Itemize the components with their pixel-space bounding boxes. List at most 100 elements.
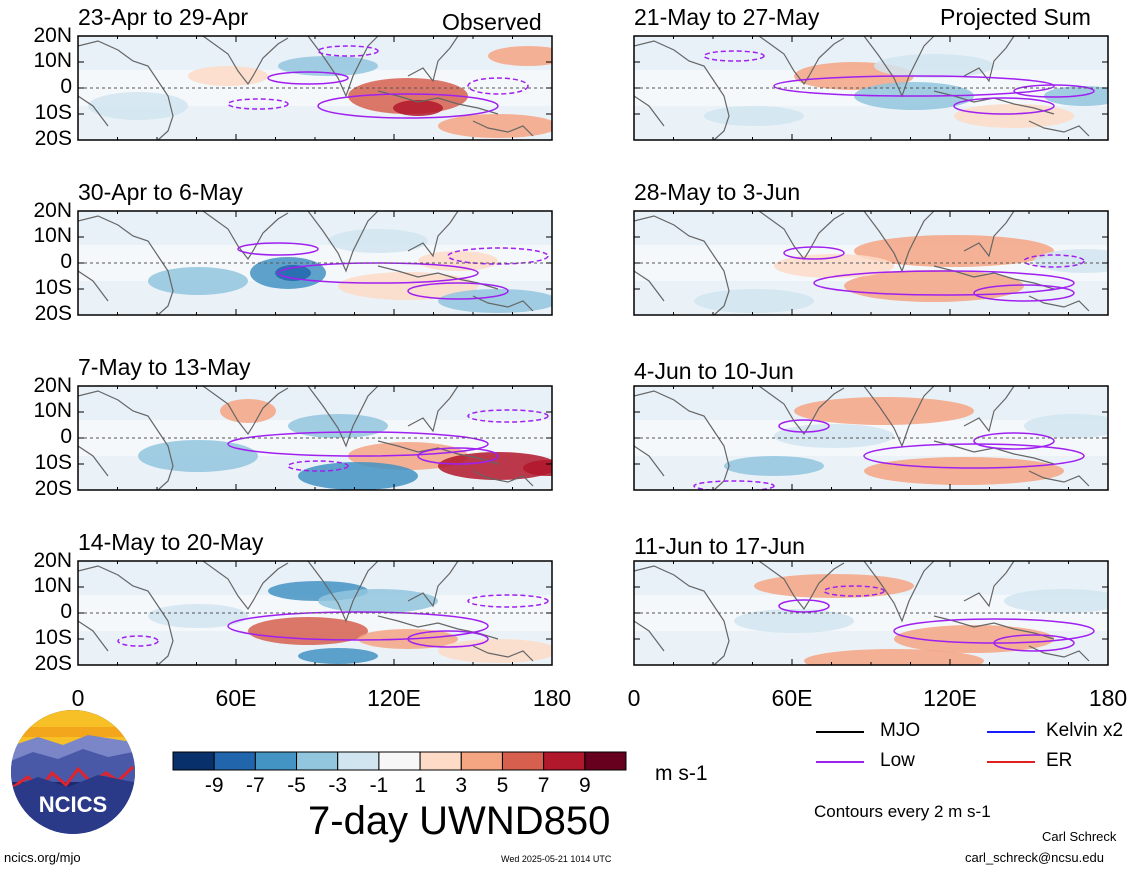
lat-label: 20S bbox=[34, 127, 72, 150]
low-contour bbox=[953, 97, 1055, 115]
coastline bbox=[407, 561, 459, 608]
wind-anomaly-patch bbox=[523, 460, 552, 476]
low-contour bbox=[467, 409, 549, 423]
low-contour bbox=[778, 419, 830, 433]
wind-anomaly-patch bbox=[338, 272, 478, 300]
lat-label: 20S bbox=[34, 302, 72, 325]
coastline bbox=[634, 565, 730, 665]
lat-label: 0 bbox=[60, 425, 72, 448]
low-contour bbox=[693, 480, 775, 490]
coastline bbox=[933, 615, 1055, 640]
wind-anomaly-patch bbox=[288, 414, 388, 438]
low-contour bbox=[823, 585, 885, 597]
ncics-logo: NCICS bbox=[11, 710, 135, 834]
wind-anomaly-patch bbox=[438, 639, 552, 663]
colorbar-tick-label: 9 bbox=[578, 774, 591, 797]
coastline bbox=[377, 90, 499, 115]
coastline bbox=[963, 211, 1015, 258]
map-panel-6 bbox=[633, 210, 1109, 316]
wind-anomaly-patch bbox=[488, 46, 552, 66]
coastline bbox=[1028, 470, 1090, 487]
lat-label: 10N bbox=[33, 49, 72, 72]
panel-title-5: 21-May to 27-May bbox=[634, 4, 820, 30]
lon-label: 0 bbox=[71, 685, 85, 711]
wind-anomaly-patch bbox=[278, 56, 378, 76]
coastline bbox=[472, 645, 534, 662]
map-panels bbox=[77, 35, 1109, 666]
lat-label: 20N bbox=[33, 199, 72, 222]
low-contour bbox=[467, 77, 529, 95]
wind-anomaly-patch bbox=[298, 462, 418, 490]
contour-note: Contours every 2 m s-1 bbox=[814, 802, 991, 821]
low-contour bbox=[773, 75, 1055, 97]
low-contour bbox=[227, 431, 489, 457]
coastline bbox=[202, 561, 289, 611]
low-contour bbox=[407, 630, 489, 648]
wind-anomaly-patch bbox=[1004, 589, 1108, 613]
colorbar-swatch bbox=[501, 751, 545, 771]
lat-label: 10N bbox=[33, 399, 72, 422]
lat-label: 20N bbox=[33, 24, 72, 47]
wind-anomaly-patch bbox=[438, 452, 552, 480]
coastline bbox=[78, 215, 174, 315]
lat-label: 20S bbox=[34, 477, 72, 500]
coastline bbox=[407, 386, 459, 433]
coastline bbox=[963, 386, 1015, 433]
legend-label-er: ER bbox=[1046, 750, 1073, 771]
low-contour bbox=[267, 71, 349, 85]
legend-line-low bbox=[816, 761, 864, 763]
colorbar-swatch bbox=[584, 751, 627, 771]
low-contour bbox=[993, 634, 1075, 652]
panel-title-3: 7-May to 13-May bbox=[78, 354, 251, 380]
colorbar-tick-label: -5 bbox=[287, 774, 306, 797]
coastline bbox=[634, 390, 730, 490]
figure-title: 7-day UWND850 bbox=[308, 799, 611, 843]
lat-label: 0 bbox=[60, 75, 72, 98]
panel-title-6: 28-May to 3-Jun bbox=[634, 179, 801, 205]
coastline bbox=[78, 565, 174, 665]
coastline bbox=[307, 211, 379, 273]
lat-label: 10S bbox=[34, 276, 72, 299]
coastline bbox=[758, 386, 845, 436]
colorbar-swatch bbox=[378, 751, 421, 771]
map-panel-7 bbox=[633, 385, 1109, 491]
colorbar-tick-label: -3 bbox=[328, 774, 348, 797]
credit-email: carl_schreck@ncsu.edu bbox=[965, 850, 1104, 865]
coastline bbox=[407, 36, 459, 83]
low-contour bbox=[783, 246, 845, 260]
lon-label: 120E bbox=[367, 685, 421, 711]
colorbar-tick-label: 1 bbox=[414, 774, 426, 797]
colorbar-swatch bbox=[419, 751, 462, 771]
colorbar-tick-label: -1 bbox=[369, 774, 389, 797]
coastline bbox=[963, 561, 1015, 608]
map-panel-4 bbox=[77, 560, 553, 666]
colorbar-swatch bbox=[460, 751, 503, 771]
coastline bbox=[1028, 120, 1090, 137]
wind-anomaly-patch bbox=[328, 229, 428, 253]
lat-label: 20N bbox=[33, 549, 72, 572]
low-contour bbox=[1013, 84, 1095, 98]
legend-line-kelvin bbox=[987, 731, 1035, 733]
panel-title-7: 4-Jun to 10-Jun bbox=[634, 358, 794, 384]
lat-label: 10N bbox=[33, 224, 72, 247]
colorbar-swatch bbox=[213, 751, 256, 771]
low-contour bbox=[778, 599, 830, 613]
wind-anomaly-patch bbox=[734, 609, 854, 633]
low-contour bbox=[703, 50, 765, 62]
colorbar bbox=[172, 751, 627, 771]
wind-anomaly-patch bbox=[88, 92, 188, 120]
wind-anomaly-patch bbox=[438, 289, 552, 313]
coastline bbox=[963, 36, 1015, 83]
wind-anomaly-patch bbox=[298, 648, 378, 664]
wind-anomaly-patch bbox=[1024, 414, 1108, 438]
units-label: m s-1 bbox=[655, 762, 708, 785]
colorbar-swatch bbox=[296, 751, 339, 771]
legend-line-mjo bbox=[816, 731, 864, 733]
low-contour bbox=[467, 594, 549, 608]
wind-anomaly-patch bbox=[774, 254, 894, 278]
panel-title-4: 14-May to 20-May bbox=[78, 529, 264, 555]
wind-anomaly-patch bbox=[864, 457, 1064, 485]
colorbar-tick-label: 7 bbox=[537, 774, 550, 797]
colorbar-swatch bbox=[543, 751, 586, 771]
lat-label: 10N bbox=[33, 574, 72, 597]
